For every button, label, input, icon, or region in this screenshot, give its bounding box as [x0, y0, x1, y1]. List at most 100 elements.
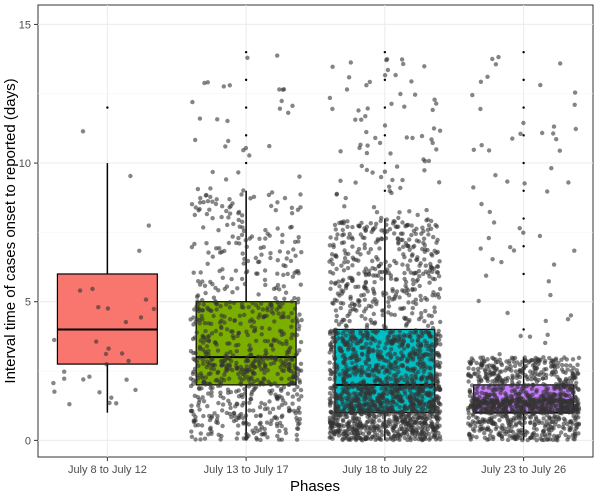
jitter-point: [369, 229, 374, 235]
jitter-point: [418, 342, 424, 348]
jitter-point: [266, 192, 272, 198]
jitter-point: [192, 307, 197, 312]
jitter-point: [334, 318, 339, 324]
jitter-point: [394, 395, 399, 400]
jitter-point: [438, 319, 443, 325]
jitter-point: [557, 381, 562, 387]
jitter-point: [417, 274, 422, 279]
jitter-point: [505, 179, 510, 184]
jitter-point: [434, 437, 439, 442]
jitter-point: [227, 341, 232, 346]
jitter-point: [407, 237, 412, 242]
jitter-point: [334, 192, 339, 197]
jitter-point: [501, 429, 506, 434]
jitter-point: [345, 224, 350, 229]
jitter-point: [268, 391, 273, 396]
jitter-point: [423, 263, 428, 268]
jitter-point: [408, 356, 414, 361]
jitter-point: [201, 413, 206, 419]
jitter-point: [382, 399, 387, 404]
outlier-point: [522, 50, 525, 54]
jitter-point: [530, 432, 535, 437]
jitter-point: [500, 379, 505, 385]
jitter-point: [205, 381, 210, 387]
jitter-point: [273, 208, 278, 213]
jitter-point: [552, 406, 558, 412]
jitter-point: [299, 250, 304, 255]
jitter-point: [370, 409, 375, 415]
jitter-point: [491, 364, 496, 369]
jitter-point: [482, 406, 487, 411]
jitter-point: [526, 402, 531, 408]
jitter-point: [334, 313, 339, 319]
jitter-point: [255, 377, 260, 383]
jitter-point: [97, 390, 102, 395]
jitter-point: [414, 238, 419, 243]
x-tick-label: July 23 to July 26: [481, 464, 566, 476]
jitter-point: [346, 345, 352, 351]
jitter-point: [388, 151, 393, 156]
jitter-point: [512, 363, 518, 369]
jitter-point: [546, 427, 551, 432]
jitter-point: [330, 261, 335, 267]
jitter-point: [247, 347, 252, 353]
jitter-point: [244, 355, 250, 360]
jitter-point: [385, 398, 391, 404]
jitter-point: [292, 363, 297, 368]
jitter-point: [269, 354, 274, 360]
jitter-point: [555, 364, 560, 369]
y-axis-title: Interval time of cases onset to reported…: [2, 78, 19, 383]
jitter-point: [225, 367, 230, 373]
jitter-point: [290, 318, 295, 323]
jitter-point: [397, 210, 402, 215]
jitter-point: [386, 270, 392, 276]
jitter-point: [197, 344, 203, 349]
jitter-point: [247, 153, 252, 158]
jitter-point: [392, 231, 397, 236]
jitter-point: [392, 312, 397, 318]
jitter-point: [379, 236, 385, 242]
jitter-point: [151, 306, 157, 312]
jitter-point: [513, 423, 519, 428]
jitter-point: [563, 418, 568, 423]
jitter-point: [516, 428, 521, 433]
jitter-point: [294, 392, 300, 397]
jitter-point: [359, 426, 364, 431]
jitter-point: [397, 334, 403, 339]
jitter-point: [430, 107, 435, 113]
jitter-point: [485, 357, 490, 362]
jitter-point: [418, 261, 423, 266]
jitter-point: [422, 257, 427, 262]
jitter-point: [190, 99, 195, 105]
jitter-point: [226, 215, 231, 220]
jitter-point: [192, 212, 197, 218]
jitter-point: [425, 375, 430, 381]
jitter-point: [489, 420, 494, 426]
jitter-point: [488, 429, 494, 434]
jitter-point: [298, 205, 303, 210]
jitter-point: [236, 394, 242, 399]
jitter-point: [490, 257, 495, 262]
jitter-point: [234, 436, 239, 441]
jitter-point: [362, 297, 367, 302]
jitter-point: [369, 398, 374, 403]
jitter-point: [248, 352, 253, 357]
jitter-point: [358, 339, 363, 344]
jitter-point: [378, 174, 384, 180]
jitter-point: [267, 399, 272, 404]
jitter-point: [410, 311, 415, 316]
jitter-point: [423, 269, 428, 274]
jitter-point: [276, 437, 282, 442]
jitter-point: [193, 205, 198, 210]
jitter-point: [296, 235, 301, 240]
jitter-point: [212, 340, 218, 345]
jitter-point: [365, 414, 370, 419]
jitter-point: [223, 177, 229, 182]
jitter-point: [405, 376, 410, 381]
jitter-point: [106, 346, 111, 351]
jitter-point: [575, 362, 580, 367]
jitter-point: [363, 361, 369, 367]
jitter-point: [427, 384, 432, 389]
jitter-point: [202, 436, 208, 441]
jitter-point: [208, 279, 213, 285]
